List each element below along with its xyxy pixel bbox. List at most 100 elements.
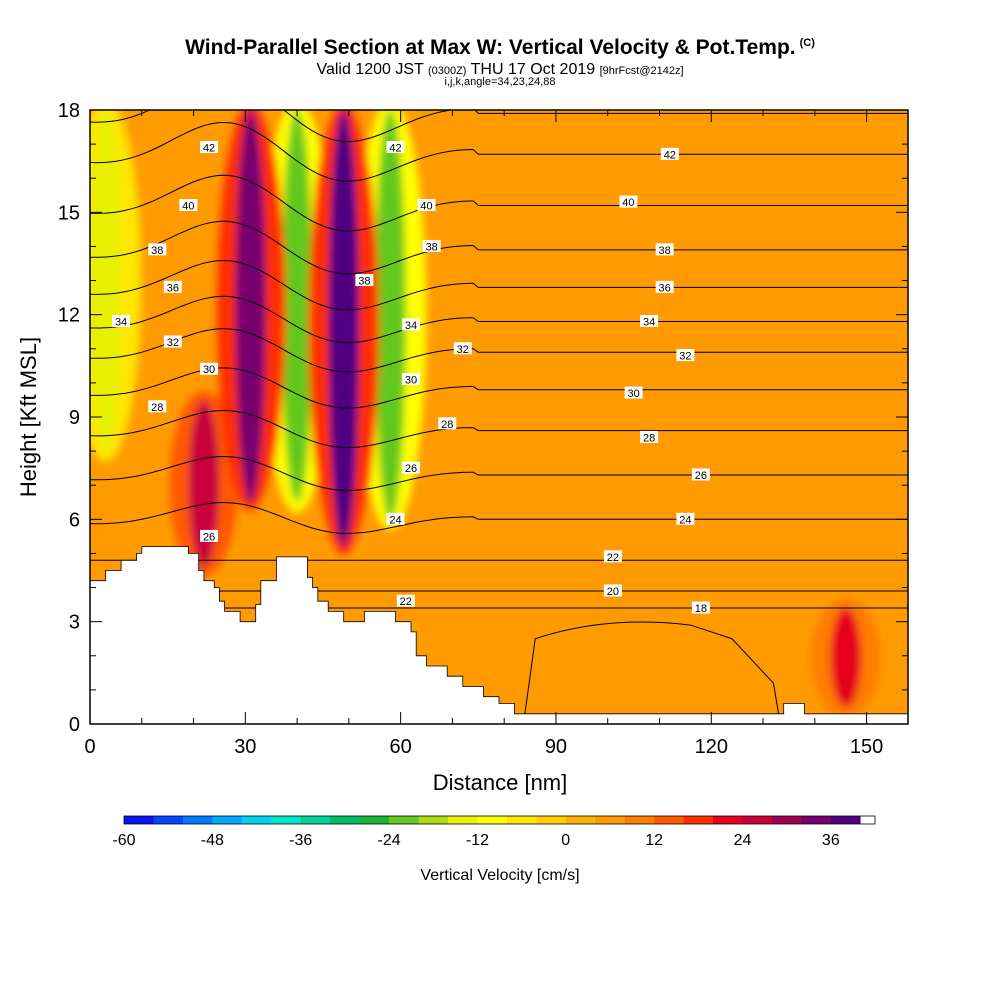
contour-label: 26 [401,461,420,475]
contour-label-text: 28 [441,419,453,431]
valid-prefix: Valid 1200 JST [316,61,424,78]
downdraft-band-2-core [374,110,406,520]
y-tick-label: 18 [58,100,80,122]
colorbar-tick-label: -48 [201,832,224,849]
x-tick-label: 60 [390,736,412,758]
contour-label-bg [422,239,441,252]
y-tick-label: 9 [69,407,80,429]
contour-label-text: 40 [622,197,634,209]
contour-label: 32 [163,335,182,349]
contour-label-text: 38 [358,276,370,288]
y-tick-label: 3 [69,612,80,634]
x-tick-label: 120 [695,736,728,758]
potential-temperature-contours [90,110,908,714]
contour-label-text: 34 [115,316,127,328]
updraft-band-3-core [328,110,360,547]
contour-label: 38 [655,243,674,257]
contour-label-bg [624,386,643,399]
downdraft-band-1-core [281,110,313,503]
contour-label: 32 [453,342,472,356]
colorbar-swatch [654,816,684,824]
x-tick-label: 150 [850,736,883,758]
theta-contour-44 [90,110,908,143]
contour-label-bg [200,529,219,542]
colorbar-swatch [771,816,802,824]
contour-label-text: 34 [405,320,417,332]
contour-label-bg [200,362,219,375]
x-tick-label: 30 [234,736,256,758]
valid-date: THU 17 Oct 2019 [470,61,596,78]
contour-label: 40 [179,199,198,213]
colorbar-swatch [595,816,625,824]
contour-label: 36 [655,280,674,294]
contour-label: 38 [355,274,374,288]
contour-label: 30 [401,372,420,386]
contour-label-bg [200,141,219,154]
title-copyright-mark: (C) [799,37,815,49]
contour-label-text: 28 [151,402,163,414]
theta-contour-42 [90,121,908,182]
contour-label-bg [163,335,182,348]
contour-label-bg [401,318,420,331]
forecast-info: [9hrFcst@2142z] [599,65,684,77]
colorbar-swatch [447,816,478,824]
colorbar-swatch [683,816,714,824]
grid-params: i,j,k,angle=34,23,24,88 [444,76,556,88]
contour-label-text: 42 [389,143,401,155]
theta-contour-26 [90,455,908,492]
colorbar-swatch [830,816,861,824]
contour-label-text: 20 [607,586,619,598]
contour-label-text: 32 [457,344,469,356]
contour-label-bg [603,550,622,563]
contour-label-bg [655,280,674,293]
contour-label: 34 [112,314,131,328]
contour-label-text: 38 [426,241,438,253]
colorbar-swatch [241,816,272,824]
terrain-west [90,546,557,724]
colorbar-swatch [624,816,655,824]
contour-label-bg [453,342,472,355]
terrain-east [555,703,908,724]
chart-title: Wind-Parallel Section at Max W: Vertical… [0,36,1000,60]
contour-label: 24 [676,512,695,526]
contour-label-bg [640,314,659,327]
contour-label: 30 [200,362,219,376]
colorbar-swatch [271,816,302,824]
contour-label-bg [417,199,436,212]
contour-label: 22 [603,550,622,564]
colorbar-swatch [565,816,596,824]
contour-label-text: 30 [203,364,215,376]
colorbar-tick-label: 36 [822,832,840,849]
x-tick-label: 90 [545,736,567,758]
y-tick-label: 6 [69,509,80,531]
contour-label-text: 24 [389,514,401,526]
contour-label-text: 30 [627,388,639,400]
contour-label-bg [401,372,420,385]
contour-label-text: 26 [695,470,707,482]
contour-label-bg [355,274,374,287]
plot-area: 42 42 42 40 40 40 38 38 38 38 36 36 34 34 34 32 32 32 30 30… [90,110,908,724]
contour-label: 34 [640,314,659,328]
colorbar-swatch [536,816,567,824]
contour-label-text: 42 [203,143,215,155]
colorbar-frame [123,815,876,825]
updraft-band-4-core [830,608,862,707]
colorbar-swatch [212,816,243,824]
contour-label: 20 [603,584,622,598]
colorbar-swatch [506,816,537,824]
contour-label: 22 [396,594,415,608]
contour-label: 38 [148,243,167,257]
contour-label-bg [640,430,659,443]
colorbar-swatch [359,816,390,824]
x-axis-title: Distance [nm] [433,770,568,795]
contour-label-text: 28 [643,432,655,444]
colorbar: -60 -48 -36 -24 -12 0 12 24 36 [112,815,876,849]
chart-title-text: Wind-Parallel Section at Max W: Vertical… [185,36,796,59]
contour-label: 38 [422,239,441,253]
downdraft-band-3-core [90,110,121,452]
contour-label-text: 36 [659,282,671,294]
contour-label-text: 36 [167,282,179,294]
colorbar-swatch [300,816,331,824]
